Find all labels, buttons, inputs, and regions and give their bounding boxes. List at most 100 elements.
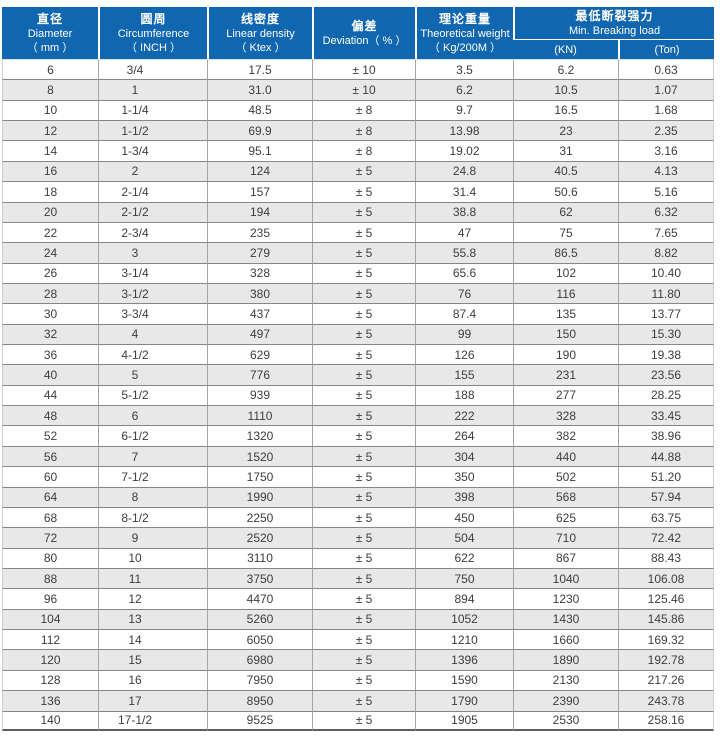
cell-deviation: ± 5: [312, 690, 415, 711]
table-row: 22 2-3/4 235 ± 5 47 75 7.65: [2, 221, 715, 243]
cell-breaking-load-ton: 28.25: [618, 384, 715, 406]
cell-circumference: 3-1/2: [98, 282, 207, 304]
cell-circumference: 7: [98, 445, 207, 467]
cell-breaking-load-ton: 38.96: [618, 425, 715, 446]
cell-theoretical-weight: 76: [415, 282, 513, 304]
cell-theoretical-weight: 304: [415, 445, 513, 467]
cell-diameter: 88: [2, 567, 98, 589]
cell-deviation: ± 5: [312, 567, 415, 589]
cell-diameter: 16: [2, 160, 98, 182]
cell-diameter: 8: [2, 79, 98, 100]
table-row: 72 9 2520 ± 5 504 710 72.42: [2, 527, 715, 548]
col-header-circumference-unit: （ INCH ）: [126, 41, 181, 54]
cell-theoretical-weight: 450: [415, 506, 513, 528]
cell-linear-density: 4470: [207, 588, 312, 609]
cell-breaking-load-ton: 6.32: [618, 201, 715, 222]
cell-diameter: 64: [2, 486, 98, 507]
cell-diameter: 112: [2, 629, 98, 650]
table-row: 36 4-1/2 629 ± 5 126 190 19.38: [2, 344, 715, 365]
col-header-theoretical-weight-en: Theoretical weight: [420, 27, 510, 40]
cell-linear-density: 9525: [207, 710, 312, 731]
cell-circumference: 12: [98, 588, 207, 609]
cell-breaking-load-ton: 145.86: [618, 608, 715, 630]
cell-linear-density: 939: [207, 384, 312, 406]
cell-circumference: 16: [98, 669, 207, 691]
table-header: 直径 Diameter （ mm ） 圆周 Circumference （ IN…: [2, 7, 715, 59]
cell-breaking-load-ton: 0.63: [618, 59, 715, 80]
cell-diameter: 136: [2, 690, 98, 711]
col-header-diameter-zh: 直径: [36, 11, 63, 26]
col-header-kn: (KN): [513, 39, 618, 59]
cell-circumference: 14: [98, 629, 207, 650]
cell-circumference: 4: [98, 323, 207, 345]
cell-circumference: 8-1/2: [98, 506, 207, 528]
table-row: 30 3-3/4 437 ± 5 87.4 135 13.77: [2, 303, 715, 324]
cell-circumference: 13: [98, 608, 207, 630]
table-row: 60 7-1/2 1750 ± 5 350 502 51.20: [2, 466, 715, 487]
cell-circumference: 3/4: [98, 59, 207, 80]
cell-breaking-load-ton: 5.16: [618, 181, 715, 202]
cell-diameter: 48: [2, 405, 98, 426]
cell-theoretical-weight: 31.4: [415, 181, 513, 202]
col-header-diameter-en: Diameter: [27, 27, 73, 40]
table-row: 48 6 1110 ± 5 222 328 33.45: [2, 405, 715, 426]
cell-breaking-load-kn: 1660: [513, 629, 618, 650]
cell-breaking-load-kn: 86.5: [513, 242, 618, 263]
cell-circumference: 1-1/2: [98, 120, 207, 141]
table-row: 18 2-1/4 157 ± 5 31.4 50.6 5.16: [2, 181, 715, 202]
cell-diameter: 80: [2, 547, 98, 568]
table-row: 140 17-1/2 9525 ± 5 1905 2530 258.16: [2, 710, 715, 731]
cell-diameter: 10: [2, 99, 98, 121]
table-row: 6 3/4 17.5 ± 10 3.5 6.2 0.63: [2, 59, 715, 80]
cell-circumference: 17-1/2: [98, 710, 207, 731]
cell-breaking-load-ton: 15.30: [618, 323, 715, 345]
cell-linear-density: 8950: [207, 690, 312, 711]
cell-breaking-load-kn: 231: [513, 364, 618, 385]
cell-linear-density: 380: [207, 282, 312, 304]
cell-diameter: 68: [2, 506, 98, 528]
table-row: 20 2-1/2 194 ± 5 38.8 62 6.32: [2, 201, 715, 222]
cell-diameter: 26: [2, 262, 98, 283]
table-row: 52 6-1/2 1320 ± 5 264 382 38.96: [2, 425, 715, 446]
cell-theoretical-weight: 750: [415, 567, 513, 589]
cell-linear-density: 497: [207, 323, 312, 345]
cell-deviation: ± 5: [312, 282, 415, 304]
cell-breaking-load-kn: 277: [513, 384, 618, 406]
cell-linear-density: 124: [207, 160, 312, 182]
cell-breaking-load-ton: 1.07: [618, 79, 715, 100]
table-row: 32 4 497 ± 5 99 150 15.30: [2, 323, 715, 345]
cell-theoretical-weight: 155: [415, 364, 513, 385]
cell-deviation: ± 5: [312, 364, 415, 385]
cell-diameter: 104: [2, 608, 98, 630]
col-header-circumference-en: Circumference: [117, 27, 190, 40]
cell-circumference: 11: [98, 567, 207, 589]
cell-breaking-load-ton: 51.20: [618, 466, 715, 487]
cell-circumference: 5: [98, 364, 207, 385]
col-header-deviation: 偏差 Deviation（ % ）: [312, 7, 415, 59]
cell-breaking-load-ton: 57.94: [618, 486, 715, 507]
cell-breaking-load-ton: 3.16: [618, 140, 715, 161]
cell-deviation: ± 5: [312, 262, 415, 283]
cell-deviation: ± 5: [312, 669, 415, 691]
cell-circumference: 6-1/2: [98, 425, 207, 446]
cell-breaking-load-ton: 63.75: [618, 506, 715, 528]
cell-linear-density: 3110: [207, 547, 312, 568]
cell-deviation: ± 5: [312, 506, 415, 528]
cell-breaking-load-ton: 72.42: [618, 527, 715, 548]
cell-breaking-load-ton: 243.78: [618, 690, 715, 711]
cell-circumference: 9: [98, 527, 207, 548]
col-header-linear-density: 线密度 Linear density （ Ktex ）: [207, 7, 312, 59]
cell-deviation: ± 5: [312, 405, 415, 426]
cell-linear-density: 194: [207, 201, 312, 222]
table-row: 120 15 6980 ± 5 1396 1890 192.78: [2, 649, 715, 670]
cell-linear-density: 6050: [207, 629, 312, 650]
cell-breaking-load-kn: 1890: [513, 649, 618, 670]
cell-breaking-load-kn: 150: [513, 323, 618, 345]
table-row: 16 2 124 ± 5 24.8 40.5 4.13: [2, 160, 715, 182]
cell-breaking-load-kn: 23: [513, 120, 618, 141]
cell-diameter: 24: [2, 242, 98, 263]
col-header-theoretical-weight: 理论重量 Theoretical weight （ Kg/200M ）: [415, 7, 513, 59]
cell-breaking-load-kn: 867: [513, 547, 618, 568]
cell-theoretical-weight: 13.98: [415, 120, 513, 141]
cell-circumference: 6: [98, 405, 207, 426]
